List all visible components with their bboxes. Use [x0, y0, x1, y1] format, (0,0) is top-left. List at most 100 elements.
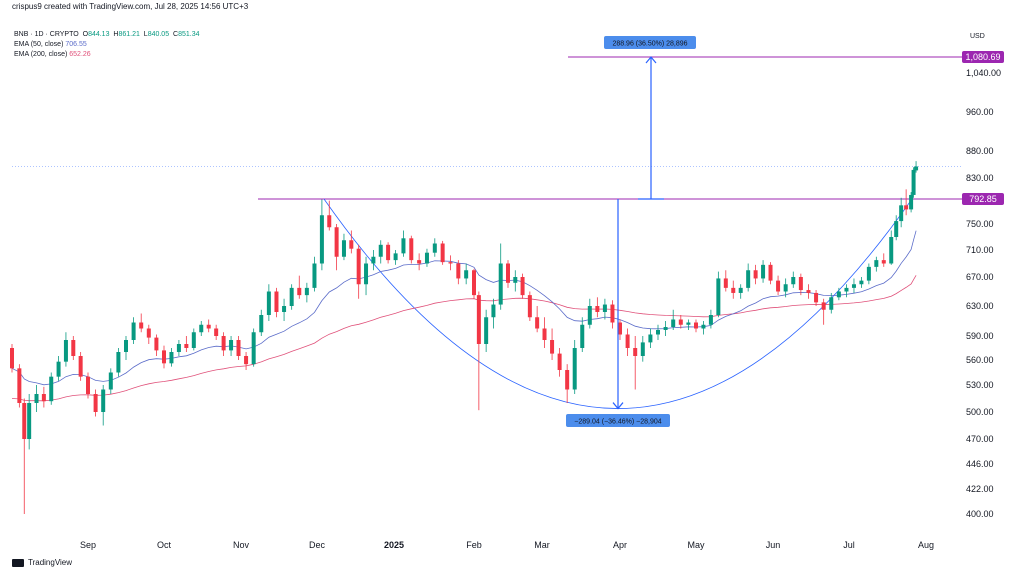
candle[interactable] [289, 284, 294, 310]
candle[interactable] [602, 298, 607, 320]
candle[interactable] [472, 268, 476, 299]
candle[interactable] [513, 270, 518, 292]
candle[interactable] [761, 260, 766, 283]
candle[interactable] [22, 398, 27, 515]
candle[interactable] [484, 309, 489, 352]
candle[interactable] [572, 340, 577, 394]
candle[interactable] [783, 278, 788, 298]
candle[interactable] [914, 161, 919, 173]
candle[interactable] [393, 250, 398, 265]
candle[interactable] [648, 328, 653, 349]
candle[interactable] [701, 321, 706, 335]
candle[interactable] [334, 224, 339, 271]
candle[interactable] [731, 280, 736, 299]
candle[interactable] [417, 253, 422, 271]
candle[interactable] [10, 344, 14, 373]
candle[interactable] [251, 328, 256, 367]
candle[interactable] [806, 284, 811, 299]
candle[interactable] [432, 238, 437, 257]
candle[interactable] [476, 291, 481, 411]
candle[interactable] [41, 386, 46, 408]
candle[interactable] [889, 230, 894, 265]
candle[interactable] [101, 385, 106, 426]
ema200-line[interactable] [11, 275, 917, 402]
candle[interactable] [716, 271, 721, 318]
candle[interactable] [633, 336, 638, 390]
candle[interactable] [424, 248, 429, 267]
candle[interactable] [440, 240, 445, 265]
candle[interactable] [297, 275, 302, 299]
candle[interactable] [694, 319, 698, 333]
candle[interactable] [319, 199, 324, 271]
candle[interactable] [464, 263, 469, 285]
candle[interactable] [520, 273, 525, 299]
candle[interactable] [282, 298, 287, 321]
candle[interactable] [610, 300, 615, 329]
candle[interactable] [527, 291, 532, 322]
candle[interactable] [86, 372, 90, 399]
candle[interactable] [93, 389, 98, 417]
candle[interactable] [169, 348, 174, 367]
candle[interactable] [565, 364, 570, 403]
candle[interactable] [678, 315, 683, 329]
legend-ema50-row[interactable]: EMA (50, close) 706.55 [14, 40, 200, 50]
candle[interactable] [768, 262, 773, 285]
candle[interactable] [184, 336, 189, 352]
candle[interactable] [498, 243, 503, 310]
candle[interactable] [814, 290, 819, 306]
candle[interactable] [236, 336, 241, 360]
currency-label[interactable]: USD [970, 33, 985, 40]
candle[interactable] [63, 332, 68, 367]
measure-up[interactable]: 288.96 (36.50%) 28,896 [604, 36, 696, 200]
candle[interactable] [829, 292, 834, 314]
candle[interactable] [550, 328, 555, 361]
candle[interactable] [199, 321, 204, 336]
candle[interactable] [899, 197, 904, 228]
candle[interactable] [640, 336, 645, 362]
candle[interactable] [874, 256, 879, 272]
candle[interactable] [191, 328, 196, 351]
candle[interactable] [904, 189, 909, 216]
candle[interactable] [866, 263, 871, 285]
candle[interactable] [78, 352, 83, 381]
symbol-label[interactable]: BNB · 1D · CRYPTO [14, 31, 79, 38]
candle[interactable] [686, 319, 691, 331]
candle[interactable] [595, 297, 600, 318]
candle[interactable] [821, 298, 826, 325]
candle[interactable] [229, 336, 234, 356]
candle[interactable] [139, 313, 144, 333]
candle[interactable] [371, 250, 376, 271]
measure-down[interactable]: −289.04 (−36.46%) −28,904 [566, 199, 670, 427]
candle[interactable] [312, 256, 317, 292]
candle[interactable] [401, 230, 406, 257]
candle[interactable] [618, 319, 622, 341]
candle[interactable] [859, 277, 864, 288]
candle[interactable] [663, 321, 668, 336]
candle[interactable] [259, 309, 264, 336]
candle[interactable] [27, 394, 32, 450]
candle[interactable] [162, 345, 166, 369]
candle[interactable] [909, 192, 914, 213]
candle[interactable] [364, 256, 369, 296]
candle[interactable] [587, 298, 592, 329]
candle[interactable] [723, 270, 728, 292]
candle[interactable] [34, 385, 39, 412]
candle[interactable] [266, 284, 271, 321]
candle[interactable] [274, 287, 279, 318]
candle[interactable] [776, 275, 781, 296]
candle[interactable] [17, 364, 22, 408]
candle[interactable] [746, 263, 751, 292]
candle[interactable] [656, 324, 660, 340]
candle[interactable] [798, 273, 803, 296]
candle[interactable] [409, 235, 414, 264]
candle[interactable] [176, 340, 181, 356]
candle[interactable] [851, 278, 856, 293]
candle[interactable] [206, 319, 211, 333]
candle[interactable] [386, 242, 391, 264]
candle[interactable] [244, 352, 249, 370]
candle[interactable] [557, 348, 562, 377]
candle[interactable] [341, 233, 346, 261]
candle[interactable] [49, 372, 54, 405]
candle[interactable] [71, 336, 76, 360]
